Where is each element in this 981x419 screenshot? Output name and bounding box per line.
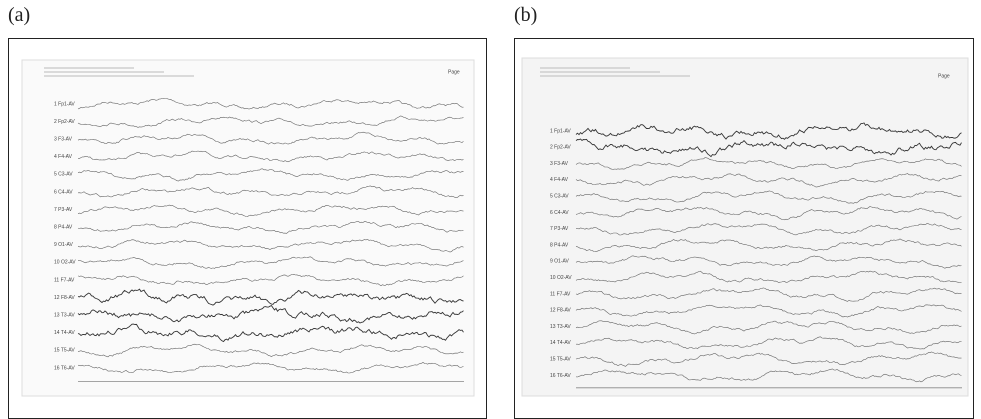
- eeg-trace: [77, 273, 464, 287]
- eeg-trace: [77, 256, 464, 269]
- eeg-trace: [575, 368, 962, 383]
- channel-label: 6 C4-AV: [54, 189, 73, 195]
- eeg-trace: [77, 185, 464, 198]
- channel-label: 2 Fp2-AV: [550, 145, 571, 151]
- eeg-trace: [575, 287, 962, 302]
- eeg-trace: [575, 351, 962, 367]
- paper: [21, 59, 475, 397]
- eeg-trace: [575, 270, 962, 283]
- eeg-trace: [77, 204, 464, 218]
- panel-a: Page 1 Fp1-AV 2 Fp2-AV 3 F3-AV 4 F4-AV 5 C3-A…: [8, 38, 487, 419]
- eeg-trace: [77, 323, 464, 343]
- channel-label: 9 O1-AV: [550, 259, 569, 265]
- eeg-trace: [576, 336, 962, 350]
- eeg-trace: [575, 173, 962, 188]
- eeg-trace: [575, 255, 962, 269]
- channel-label: 16 T6-AV: [550, 373, 571, 379]
- eeg-trace: [77, 288, 464, 306]
- channel-label: 1 Fp1-AV: [550, 128, 571, 134]
- page-label: Page: [448, 69, 460, 75]
- channel-label: 3 F3-AV: [54, 137, 73, 143]
- channel-label: 11 F7-AV: [550, 291, 571, 297]
- eeg-trace: [77, 150, 464, 163]
- eeg-trace: [77, 131, 464, 145]
- eeg-trace: [77, 98, 464, 110]
- channel-label: 12 F8-AV: [550, 308, 571, 314]
- eeg-trace: [77, 221, 464, 234]
- channel-label: 2 Fp2-AV: [54, 119, 75, 125]
- eeg-trace: [575, 206, 962, 221]
- channel-label: 4 F4-AV: [550, 177, 569, 183]
- channel-label: 10 O2-AV: [550, 275, 572, 281]
- eeg-trace: [77, 305, 464, 324]
- channel-label: 14 T4-AV: [550, 340, 571, 346]
- eeg-trace: [575, 320, 962, 335]
- channel-label: 10 O2-AV: [54, 260, 76, 266]
- channel-label: 9 O1-AV: [54, 242, 73, 248]
- channel-label: 15 T5-AV: [54, 348, 75, 354]
- eeg-trace: [575, 238, 962, 253]
- channel-label: 3 F3-AV: [550, 161, 569, 167]
- channel-label: 5 C3-AV: [54, 172, 73, 178]
- eeg-trace: [575, 190, 962, 204]
- channel-label: 4 F4-AV: [54, 154, 73, 160]
- eeg-trace: [77, 343, 464, 358]
- eeg-trace: [575, 304, 962, 318]
- eeg-trace: [575, 157, 962, 170]
- eeg-trace: [77, 168, 464, 182]
- channel-label: 11 F7-AV: [54, 277, 75, 283]
- eeg-trace: [576, 223, 962, 236]
- panel-label: (b): [514, 4, 538, 26]
- channel-label: 12 F8-AV: [54, 295, 75, 301]
- channel-label: 13 T3-AV: [54, 313, 75, 319]
- channel-label: 14 T4-AV: [54, 330, 75, 336]
- eeg-trace: [77, 115, 464, 128]
- channel-label: 7 P3-AV: [54, 207, 73, 213]
- channel-label: 8 P4-AV: [54, 225, 73, 231]
- channel-label: 15 T5-AV: [550, 357, 571, 363]
- eeg-trace: [77, 362, 464, 374]
- channel-label: 13 T3-AV: [550, 324, 571, 330]
- panel-b: Page 1 Fp1-AV 2 Fp2-AV 3 F3-AV 4 F4-AV 5 C3-A…: [514, 38, 974, 419]
- eeg-trace: [77, 238, 464, 253]
- eeg-trace: [575, 122, 962, 140]
- channel-label: 8 P4-AV: [550, 242, 569, 248]
- channel-label: 16 T6-AV: [54, 365, 75, 371]
- channel-label: 1 Fp1-AV: [54, 101, 75, 107]
- page-label: Page: [938, 73, 950, 79]
- paper: [521, 57, 969, 397]
- channel-label: 7 P3-AV: [550, 226, 569, 232]
- channel-label: 6 C4-AV: [550, 210, 569, 216]
- eeg-trace: [575, 138, 962, 158]
- panel-label: (a): [8, 4, 31, 26]
- channel-label: 5 C3-AV: [550, 194, 569, 200]
